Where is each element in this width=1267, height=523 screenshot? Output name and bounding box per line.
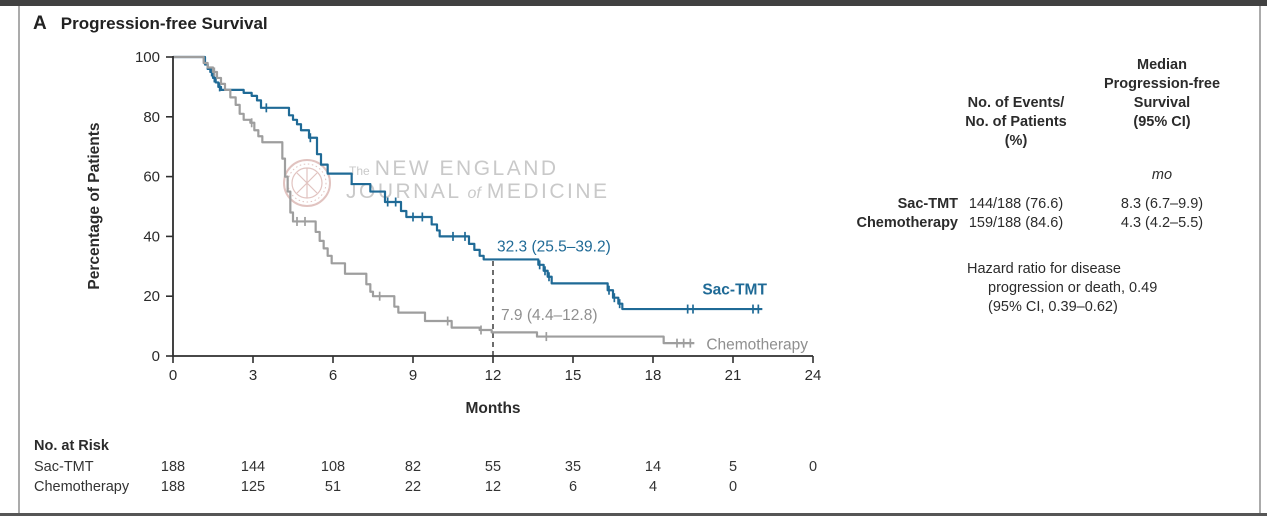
series-chemotherapy: 7.9 (4.4–12.8) Chemotherapy — [173, 55, 808, 353]
series-sac-tmt: 32.3 (25.5–39.2) Sac-TMT — [173, 55, 767, 314]
svg-text:6: 6 — [329, 367, 337, 384]
risk-count: 51 — [325, 479, 341, 495]
risk-count: 108 — [321, 459, 345, 475]
svg-text:24: 24 — [805, 367, 822, 384]
risk-count: 144 — [241, 459, 265, 475]
top-rule — [0, 0, 1267, 6]
axis-ticks — [166, 56, 814, 363]
curve-label: Chemotherapy — [706, 336, 808, 353]
y-axis-title: Percentage of Patients — [86, 122, 103, 289]
risk-count: 125 — [241, 479, 265, 495]
summary-row-median: 4.3 (4.2–5.5) — [1120, 215, 1204, 231]
nejm-seal-icon — [283, 159, 331, 207]
events-column-header: No. of Events/ No. of Patients (%) — [965, 95, 1067, 149]
risk-count: 0 — [809, 459, 817, 475]
bottom-rule — [0, 513, 1267, 516]
risk-count: 188 — [161, 479, 185, 495]
summary-row-median: 8.3 (6.7–9.9) — [1120, 196, 1204, 212]
unit-label: mo — [1151, 167, 1173, 183]
risk-count: 0 — [729, 479, 737, 495]
km-curve — [173, 55, 695, 345]
svg-text:0: 0 — [152, 348, 160, 365]
panel-title: Progression-free Survival — [60, 14, 268, 33]
risk-count: 14 — [645, 459, 661, 475]
risk-count: 5 — [729, 459, 737, 475]
axis-tick-labels: 0 3 6 9 12 15 18 21 24 0 20 40 60 80 100 — [135, 49, 821, 384]
censor-marks — [210, 67, 760, 314]
rate-annotation: 7.9 (4.4–12.8) — [501, 307, 598, 324]
svg-text:60: 60 — [143, 169, 160, 186]
svg-text:9: 9 — [409, 367, 417, 384]
risk-count: 188 — [161, 459, 185, 475]
rate-annotation: 32.3 (25.5–39.2) — [497, 238, 611, 255]
risk-count: 6 — [569, 479, 577, 495]
svg-text:20: 20 — [143, 288, 160, 305]
summary-row-label: Sac-TMT — [897, 196, 958, 212]
panel-header: A Progression-free Survival — [33, 13, 268, 35]
svg-text:21: 21 — [725, 367, 742, 384]
risk-count: 22 — [405, 479, 421, 495]
summary-row-events: 144/188 (76.6) — [968, 196, 1064, 212]
summary-row-events: 159/188 (84.6) — [968, 215, 1064, 231]
risk-row-label: Chemotherapy — [34, 479, 130, 495]
svg-text:18: 18 — [645, 367, 662, 384]
right-rule — [1259, 6, 1261, 513]
risk-table-title: No. at Risk — [34, 438, 110, 454]
curve-label: Sac-TMT — [702, 282, 767, 299]
median-column-header: Median Progression-free Survival (95% CI… — [1103, 57, 1221, 130]
risk-count: 55 — [485, 459, 501, 475]
risk-count: 12 — [485, 479, 501, 495]
summary-row-label: Chemotherapy — [856, 215, 958, 231]
left-rule — [18, 6, 20, 513]
x-axis-title: Months — [465, 400, 520, 417]
svg-text:15: 15 — [565, 367, 582, 384]
risk-row-label: Sac-TMT — [34, 459, 94, 475]
svg-text:0: 0 — [169, 367, 177, 384]
panel-letter: A — [33, 13, 47, 34]
km-curve — [173, 55, 763, 311]
svg-text:3: 3 — [249, 367, 257, 384]
number-at-risk-table: No. at Risk Sac-TMT 188 144 108 82 55 35 14 5 0 Che… — [34, 438, 817, 495]
svg-text:12: 12 — [485, 367, 502, 384]
svg-text:40: 40 — [143, 228, 160, 245]
risk-count: 35 — [565, 459, 581, 475]
risk-count: 4 — [649, 479, 657, 495]
hazard-ratio-note: Hazard ratio for disease progression or … — [967, 261, 1158, 315]
risk-count: 82 — [405, 459, 421, 475]
censor-marks — [213, 67, 692, 348]
svg-text:80: 80 — [143, 109, 160, 126]
svg-text:100: 100 — [135, 49, 160, 66]
